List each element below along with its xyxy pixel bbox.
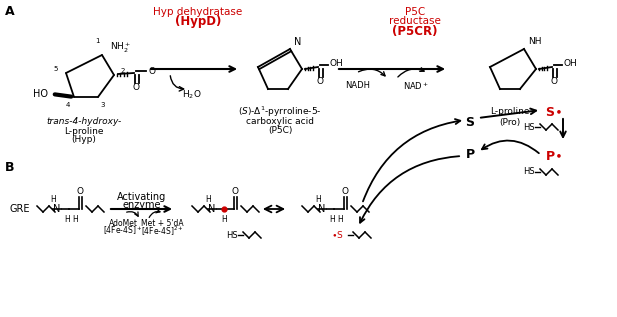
- Text: (P5C): (P5C): [268, 126, 292, 135]
- Text: H: H: [315, 196, 321, 204]
- Text: Activating: Activating: [117, 192, 167, 202]
- Text: N: N: [53, 204, 60, 214]
- Text: H: H: [72, 215, 78, 223]
- Text: (P5CR): (P5CR): [392, 24, 437, 37]
- Text: NAD$^+$: NAD$^+$: [403, 80, 429, 92]
- Text: HS: HS: [523, 167, 535, 177]
- Text: B: B: [5, 161, 15, 174]
- Text: S: S: [465, 115, 474, 128]
- Text: N: N: [209, 204, 216, 214]
- Text: O$^-$: O$^-$: [148, 64, 163, 75]
- Text: reductase: reductase: [389, 16, 441, 26]
- Text: P5C: P5C: [405, 7, 425, 17]
- Text: HS: HS: [226, 230, 238, 240]
- Text: Met + 5'dA: Met + 5'dA: [141, 219, 183, 229]
- Text: HO: HO: [33, 89, 48, 99]
- Text: GRE: GRE: [10, 204, 30, 214]
- Text: enzyme: enzyme: [123, 200, 161, 210]
- Text: carboxylic acid: carboxylic acid: [246, 118, 314, 126]
- Text: 5: 5: [54, 66, 58, 72]
- Text: 4: 4: [65, 102, 70, 108]
- Text: N: N: [318, 204, 326, 214]
- Text: O: O: [231, 187, 239, 197]
- Text: $\bullet$S: $\bullet$S: [331, 230, 344, 241]
- Text: O: O: [341, 187, 349, 197]
- Text: OH: OH: [330, 60, 344, 68]
- Text: (Hyp): (Hyp): [72, 135, 96, 145]
- Text: 2: 2: [121, 68, 125, 74]
- Text: S$\bullet$: S$\bullet$: [545, 106, 561, 119]
- Text: AdoMet: AdoMet: [109, 219, 138, 229]
- Text: L-proline: L-proline: [64, 126, 104, 135]
- Text: Hyp dehydratase: Hyp dehydratase: [154, 7, 242, 17]
- Text: O: O: [317, 76, 323, 86]
- Text: $(S)$-$\Delta^1$-pyrroline-5-: $(S)$-$\Delta^1$-pyrroline-5-: [238, 105, 322, 119]
- Text: 1: 1: [96, 38, 100, 44]
- Text: H: H: [50, 196, 56, 204]
- Text: [4Fe-4S]$^+$: [4Fe-4S]$^+$: [103, 225, 143, 237]
- Text: [4Fe-4S]$^{2+}$: [4Fe-4S]$^{2+}$: [141, 224, 183, 237]
- Text: H: H: [329, 215, 335, 223]
- Text: H$_2$O: H$_2$O: [182, 89, 202, 101]
- Text: L-proline: L-proline: [491, 107, 530, 117]
- Text: HS: HS: [523, 122, 535, 132]
- Text: A: A: [5, 5, 15, 18]
- Text: P$\bullet$: P$\bullet$: [545, 151, 562, 164]
- Text: trans-4-hydroxy-: trans-4-hydroxy-: [46, 117, 122, 126]
- Text: (HypD): (HypD): [175, 16, 221, 29]
- Text: O: O: [77, 187, 83, 197]
- Text: 3: 3: [100, 102, 104, 108]
- Text: OH: OH: [564, 60, 578, 68]
- Text: (Pro): (Pro): [499, 118, 521, 126]
- Text: H: H: [221, 215, 227, 223]
- Text: H: H: [205, 196, 211, 204]
- Text: N: N: [294, 37, 301, 47]
- Text: O: O: [550, 76, 558, 86]
- Text: NH: NH: [528, 36, 542, 46]
- Text: P: P: [465, 147, 474, 160]
- Text: NH$_2^+$: NH$_2^+$: [110, 41, 131, 55]
- Text: O: O: [133, 82, 139, 92]
- Text: H: H: [64, 215, 70, 223]
- Text: NADH: NADH: [346, 81, 370, 90]
- Text: H: H: [337, 215, 343, 223]
